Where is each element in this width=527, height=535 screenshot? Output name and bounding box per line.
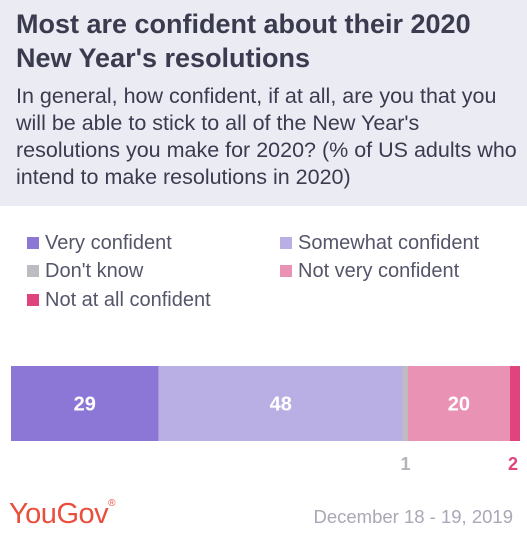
yougov-logo: YouGov® (9, 498, 115, 531)
legend-label: Very confident (45, 231, 172, 254)
legend-label: Not very confident (298, 259, 460, 282)
legend-swatch (280, 265, 292, 277)
chart-title: Most are confident about their 2020 New … (16, 9, 471, 73)
bar-segment (509, 366, 520, 441)
legend-swatch (280, 237, 292, 249)
bar-value-label: 29 (74, 394, 96, 416)
legend-swatch (27, 237, 39, 249)
bar-value-label: 2 (508, 454, 518, 474)
legend-item-not-at-all-confident: Not at all confident (27, 287, 211, 313)
bar-value-label: 1 (400, 454, 410, 474)
chart-subtitle: In general, how confident, if at all, ar… (16, 84, 517, 189)
bar-value-label: 48 (270, 394, 292, 416)
chart-header: Most are confident about their 2020 New … (0, 0, 527, 206)
legend-item-not-very-confident: Not very confident (280, 258, 459, 284)
bar-segment (408, 366, 510, 441)
survey-date: December 18 - 19, 2019 (313, 506, 513, 527)
bar-segment (11, 366, 159, 441)
brand-name: YouGov (9, 498, 109, 530)
legend-label: Don't know (45, 259, 144, 282)
legend-label: Not at all confident (45, 288, 211, 311)
bar-value-label: 20 (448, 394, 470, 416)
legend-swatch (27, 294, 39, 306)
legend-item-dont-know: Don't know (27, 258, 143, 284)
legend-item-somewhat-confident: Somewhat confident (280, 230, 479, 256)
legend-swatch (27, 265, 39, 277)
registered-mark: ® (108, 498, 115, 509)
legend-item-very-confident: Very confident (27, 230, 172, 256)
bar-segment (402, 366, 409, 441)
bar-segment (158, 366, 403, 441)
legend-label: Somewhat confident (298, 231, 480, 254)
